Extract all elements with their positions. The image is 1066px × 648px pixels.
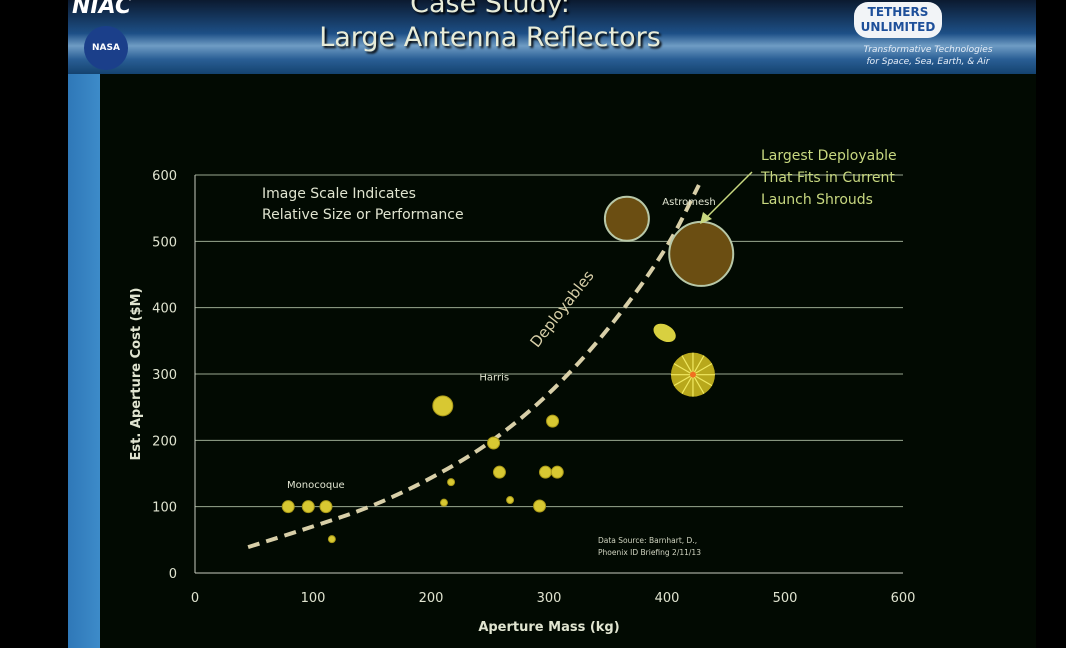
slide-background [68, 0, 1036, 648]
x-axis-label: Aperture Mass (kg) [478, 620, 619, 635]
annotation-arrowhead [700, 212, 712, 224]
y-tick-label: 300 [152, 368, 177, 383]
umbrella-rib [692, 363, 713, 376]
reflector-point [533, 499, 547, 513]
tagline-2: for Space, Sea, Earth, & Air [866, 57, 990, 67]
umbrella-rib [681, 355, 694, 375]
x-tick-label: 400 [655, 591, 680, 606]
x-tick-label: 200 [419, 591, 444, 606]
y-tick-label: 600 [152, 169, 177, 184]
niac-logo: NIAC [72, 0, 132, 19]
nasa-logo: NASA [84, 26, 128, 70]
slide-title-line2: Large Antenna Reflectors [319, 22, 661, 53]
tagline-1: Transformative Technologies [863, 45, 993, 55]
y-tick-label: 0 [169, 567, 177, 582]
umbrella-rib [692, 355, 705, 375]
umbrella-rib [692, 374, 705, 395]
scale-note-1: Image Scale Indicates [262, 186, 416, 202]
largest-note-2: That Fits in Current [760, 170, 895, 186]
reflector-point [506, 496, 515, 505]
point-label: Harris [479, 373, 509, 384]
left-accent-bar [68, 74, 100, 648]
y-axis-label: Est. Aperture Cost ($M) [129, 288, 144, 461]
data-source-2: Phoenix ID Briefing 2/11/13 [598, 548, 701, 557]
deployables-label: Deployables [527, 267, 598, 351]
y-tick-label: 100 [152, 501, 177, 516]
umbrella-rib [692, 374, 713, 387]
reflector-point [550, 465, 564, 479]
umbrella-rib [681, 374, 694, 395]
y-tick-label: 500 [152, 235, 177, 250]
umbrella-rib [673, 374, 694, 387]
reflector-point-large [603, 195, 650, 242]
reflector-point [301, 500, 315, 514]
reflector-point [546, 414, 560, 428]
reflector-point [447, 478, 456, 487]
y-tick-label: 200 [152, 434, 177, 449]
reflector-point [327, 535, 336, 544]
umbrella-rib [673, 363, 694, 376]
data-source-1: Data Source: Barnhart, D., [598, 536, 697, 545]
umbrella-hub [689, 371, 696, 378]
reflector-point [439, 498, 448, 507]
deployables-trend-curve [247, 184, 701, 550]
reflector-point [538, 465, 552, 479]
reflector-point [492, 465, 506, 479]
reflector-point-irregular [653, 323, 676, 343]
reflector-point [487, 436, 501, 450]
slide-title-line1: Case Study: [410, 0, 570, 19]
x-tick-label: 600 [891, 591, 916, 606]
reflector-point [281, 500, 295, 514]
y-tick-label: 400 [152, 302, 177, 317]
x-tick-label: 0 [191, 591, 199, 606]
tethers-logo-text: TETHERS UNLIMITED [854, 2, 942, 38]
x-tick-label: 500 [773, 591, 798, 606]
point-label: Monocoque [287, 480, 345, 491]
point-label: Astromesh [662, 197, 715, 208]
annotation-arrow [703, 171, 753, 221]
scale-note-2: Relative Size or Performance [262, 207, 464, 223]
x-tick-label: 300 [537, 591, 562, 606]
reflector-point-umbrella [670, 352, 715, 397]
tethers-unlimited-logo: TETHERS UNLIMITED Transformative Technol… [846, 0, 1016, 74]
reflector-point-large [668, 220, 735, 287]
reflector-point [432, 395, 454, 417]
largest-note-1: Largest Deployable [761, 148, 897, 164]
reflector-point [319, 500, 333, 514]
x-tick-label: 100 [301, 591, 326, 606]
largest-note-3: Launch Shrouds [761, 192, 873, 208]
